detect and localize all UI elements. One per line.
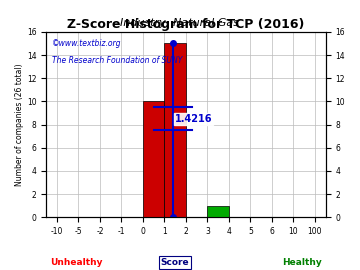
Bar	[143, 102, 165, 217]
Text: Score: Score	[161, 258, 189, 267]
Title: Z-Score Histogram for TCP (2016): Z-Score Histogram for TCP (2016)	[67, 18, 305, 31]
Y-axis label: Number of companies (26 total): Number of companies (26 total)	[15, 63, 24, 186]
Bar	[207, 206, 229, 217]
Text: The Research Foundation of SUNY: The Research Foundation of SUNY	[52, 56, 182, 65]
Text: Industry: Natural Gas: Industry: Natural Gas	[121, 18, 239, 28]
Text: Unhealthy: Unhealthy	[50, 258, 102, 267]
Text: 1.4216: 1.4216	[175, 114, 212, 124]
Text: ©www.textbiz.org: ©www.textbiz.org	[52, 39, 121, 48]
Text: Healthy: Healthy	[282, 258, 322, 267]
Bar	[165, 43, 186, 217]
